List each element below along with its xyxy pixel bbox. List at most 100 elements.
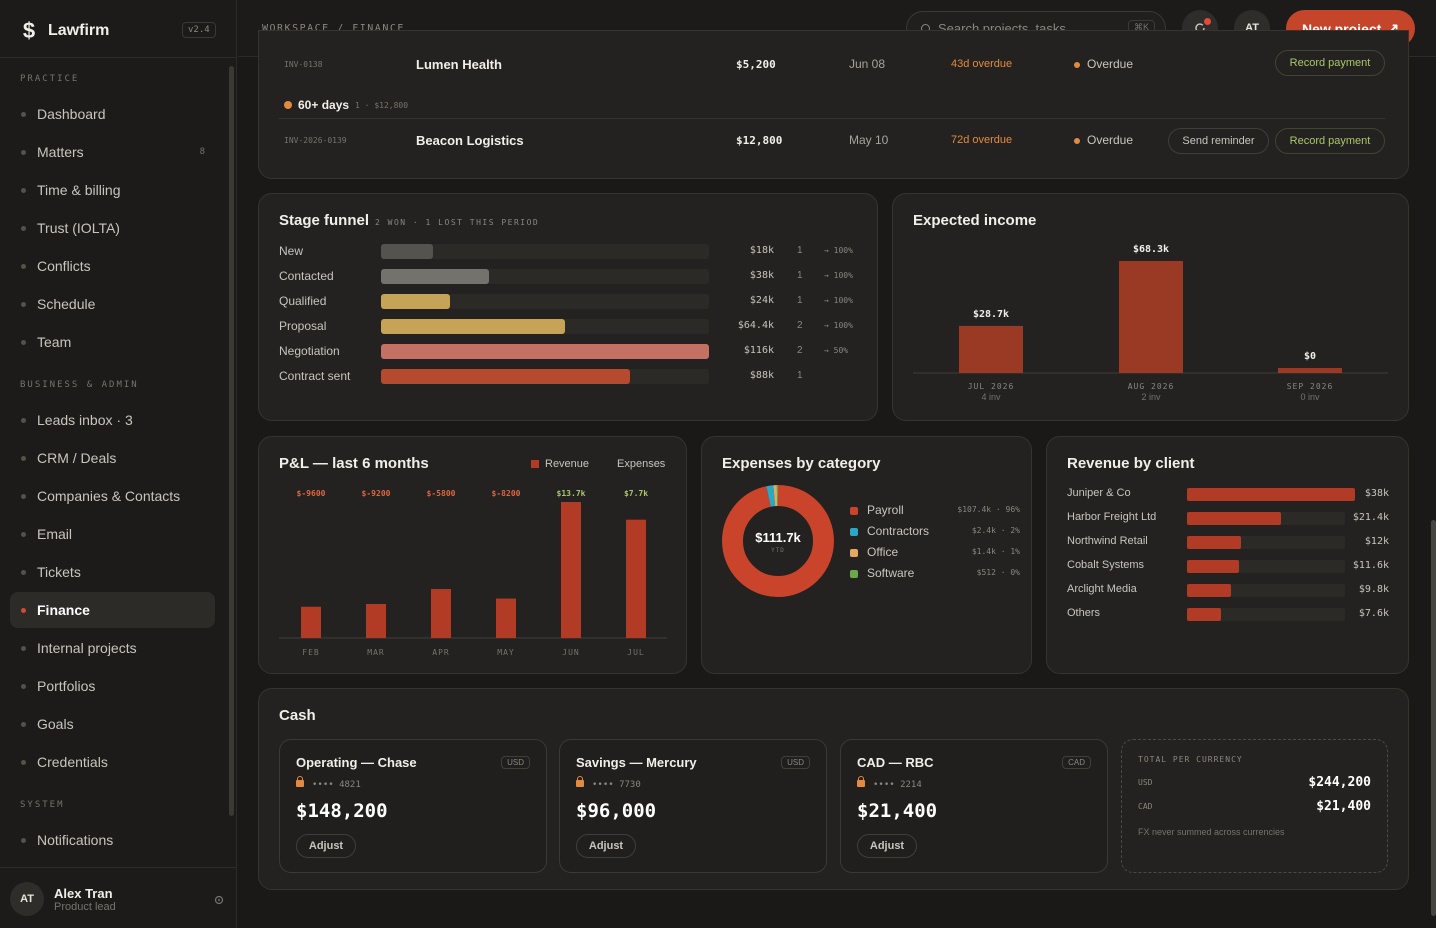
- nav-conflicts[interactable]: Conflicts: [10, 248, 215, 284]
- record-payment-button[interactable]: Record payment: [1275, 50, 1385, 76]
- funnel-bar: [381, 369, 631, 384]
- client-row[interactable]: Harbor Freight Ltd $21.4k: [1067, 511, 1389, 525]
- funnel-row[interactable]: Negotiation $116k 2 → 50%: [279, 344, 859, 360]
- page-scrollbar[interactable]: [1431, 520, 1436, 916]
- revenue-bar[interactable]: [496, 598, 516, 638]
- nav-internal-projects[interactable]: Internal projects: [10, 630, 215, 666]
- adjust-button[interactable]: Adjust: [857, 834, 917, 858]
- client-value: $7.6k: [1358, 608, 1389, 619]
- nav-email[interactable]: Email: [10, 516, 215, 552]
- card-title: Expenses by category: [722, 455, 881, 472]
- client-row[interactable]: Arclight Media $9.8k: [1067, 583, 1389, 597]
- cash-card: Cash Operating — Chase USD •••• 4821 $14…: [258, 688, 1409, 890]
- funnel-value: $38k: [749, 270, 774, 281]
- nav-portfolios[interactable]: Portfolios: [10, 668, 215, 704]
- currency-badge: USD: [781, 756, 810, 769]
- revenue-bar[interactable]: [301, 606, 321, 638]
- totals-note: FX never summed across currencies: [1138, 827, 1285, 837]
- record-payment-button[interactable]: Record payment: [1275, 128, 1385, 154]
- legend-item[interactable]: Payroll $107.4k · 96%: [850, 503, 1020, 519]
- income-bar[interactable]: [1278, 368, 1342, 373]
- funnel-conversion: → 50%: [824, 346, 849, 355]
- account-name: Savings — Mercury: [576, 755, 697, 770]
- legend-item[interactable]: Contractors $2.4k · 2%: [850, 524, 1020, 540]
- income-bar[interactable]: [1119, 261, 1183, 373]
- nav-time-billing[interactable]: Time & billing: [10, 172, 215, 208]
- legend-label: Expenses: [617, 458, 666, 470]
- section-system: SYSTEM: [20, 800, 65, 810]
- nav-goals[interactable]: Goals: [10, 706, 215, 742]
- client-row[interactable]: Juniper & Co $38k: [1067, 487, 1389, 501]
- account-card[interactable]: Operating — Chase USD •••• 4821 $148,200…: [279, 739, 547, 873]
- income-bar-label: $28.7k: [973, 309, 1009, 320]
- table-row[interactable]: INV-2026-0139 Beacon Logistics $12,800 M…: [279, 123, 1385, 159]
- nav-label: Schedule: [37, 296, 96, 312]
- nav-label: Email: [37, 526, 73, 542]
- nav-trust[interactable]: Trust (IOLTA): [10, 210, 215, 246]
- table-row[interactable]: INV-0138 Lumen Health $5,200 Jun 08 43d …: [279, 47, 1385, 83]
- adjust-button[interactable]: Adjust: [296, 834, 356, 858]
- funnel-row[interactable]: Qualified $24k 1 → 100%: [279, 294, 859, 310]
- nav-finance[interactable]: Finance: [10, 592, 215, 628]
- funnel-bar-track: [381, 319, 709, 334]
- legend-item[interactable]: Software $512 · 0%: [850, 566, 1020, 582]
- revenue-bar[interactable]: [431, 589, 451, 638]
- nav-dot-icon: [21, 264, 26, 269]
- nav-dot-icon: [21, 112, 26, 117]
- nav-schedule[interactable]: Schedule: [10, 286, 215, 322]
- account-card[interactable]: Savings — Mercury USD •••• 7730 $96,000 …: [559, 739, 827, 873]
- category-value: $2.4k · 2%: [971, 526, 1020, 535]
- nav-companies-contacts[interactable]: Companies & Contacts: [10, 478, 215, 514]
- user-profile[interactable]: AT Alex Tran Product lead: [10, 882, 116, 916]
- legend-swatch: [850, 528, 858, 536]
- invoice-date: May 10: [849, 133, 889, 147]
- donut-slice[interactable]: [722, 485, 834, 597]
- nav-leads-inbox[interactable]: Leads inbox · 3: [10, 402, 215, 438]
- nav-crm-deals[interactable]: CRM / Deals: [10, 440, 215, 476]
- legend-swatch: [850, 570, 858, 578]
- nav-label: Dashboard: [37, 106, 106, 122]
- section-business: BUSINESS & ADMIN: [20, 380, 139, 390]
- account-card[interactable]: CAD — RBC CAD •••• 2214 $21,400 Adjust: [840, 739, 1108, 873]
- income-bar[interactable]: [959, 325, 1023, 373]
- client-row[interactable]: Cobalt Systems $11.6k: [1067, 559, 1389, 573]
- funnel-row[interactable]: Contacted $38k 1 → 100%: [279, 269, 859, 285]
- nav-label: Companies & Contacts: [37, 488, 181, 504]
- client-bar: [1187, 584, 1231, 597]
- revenue-bar[interactable]: [366, 604, 386, 638]
- funnel-row[interactable]: Proposal $64.4k 2 → 100%: [279, 319, 859, 335]
- pnl-chart: $-9600 FEB $-9200 MAR $-5800 APR $-8200 MAY $13.…: [279, 489, 667, 657]
- sidebar-scrollbar[interactable]: [229, 66, 234, 816]
- funnel-row[interactable]: New $18k 1 → 100%: [279, 244, 859, 260]
- nav-team[interactable]: Team: [10, 324, 215, 360]
- nav-label: Time & billing: [37, 182, 121, 198]
- app-name: Lawfirm: [48, 22, 110, 39]
- funnel-row[interactable]: Contract sent $88k 1: [279, 369, 859, 385]
- legend-item[interactable]: Office $1.4k · 1%: [850, 545, 1020, 561]
- group-label: 60+ days: [298, 98, 350, 112]
- client-row[interactable]: Northwind Retail $12k: [1067, 535, 1389, 549]
- totals-per-currency: TOTAL PER CURRENCY USD $244,200 CAD $21,…: [1121, 739, 1388, 873]
- account-number: •••• 2214: [873, 780, 922, 790]
- nav-notifications[interactable]: Notifications: [10, 822, 215, 858]
- settings-gear-icon[interactable]: [214, 895, 224, 905]
- nav-credentials[interactable]: Credentials: [10, 744, 215, 780]
- client-bar-track: [1187, 512, 1345, 525]
- nav-dashboard[interactable]: Dashboard: [10, 96, 215, 132]
- send-reminder-button[interactable]: Send reminder: [1168, 128, 1269, 154]
- client-bar-track: [1187, 584, 1345, 597]
- nav-tickets[interactable]: Tickets: [10, 554, 215, 590]
- brand[interactable]: $ Lawfirm: [18, 18, 109, 44]
- totals-amount: $21,400: [1316, 799, 1371, 814]
- client-row[interactable]: Others $7.6k: [1067, 607, 1389, 621]
- totals-currency: CAD: [1138, 802, 1153, 811]
- nav-label: Tickets: [37, 564, 81, 580]
- revenue-bar[interactable]: [561, 502, 581, 638]
- nav-matters[interactable]: Matters 8: [10, 134, 215, 170]
- adjust-button[interactable]: Adjust: [576, 834, 636, 858]
- revenue-bar[interactable]: [626, 519, 646, 638]
- client-bar-track: [1187, 560, 1345, 573]
- aging-group-header[interactable]: 60+ days 1 · $12,800: [284, 98, 408, 112]
- card-title: Cash: [279, 707, 316, 724]
- client-name: Others: [1067, 607, 1101, 619]
